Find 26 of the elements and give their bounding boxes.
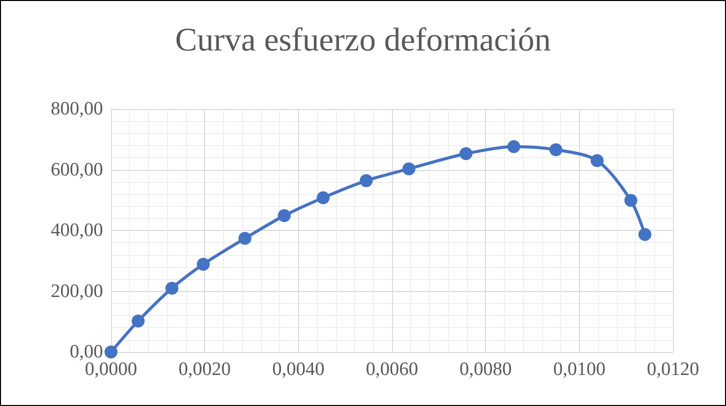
- point: [638, 228, 652, 241]
- point: [104, 346, 118, 358]
- point: [316, 191, 330, 204]
- y-tick-label: 200,00: [50, 280, 103, 302]
- y-tick-label: 600,00: [50, 159, 103, 180]
- x-tick-label: 0,0100: [553, 359, 606, 380]
- chart-title: Curva esfuerzo deformación: [175, 22, 551, 58]
- x-tick-label: 0,0020: [178, 359, 231, 380]
- x-tick-label: 0,0060: [366, 359, 418, 380]
- point: [507, 140, 520, 154]
- point: [549, 143, 562, 156]
- point: [590, 154, 604, 168]
- point: [238, 232, 252, 245]
- point: [278, 209, 291, 222]
- x-tick-label: 0,0040: [272, 359, 324, 380]
- point: [460, 147, 472, 160]
- point: [360, 174, 373, 188]
- x-tick-label: 0,0080: [460, 359, 512, 380]
- point: [165, 282, 178, 295]
- x-tick-label: 0,0120: [646, 359, 700, 380]
- point: [624, 194, 638, 207]
- y-tick-label: 400,00: [50, 220, 103, 241]
- point: [196, 258, 210, 271]
- point: [132, 314, 145, 328]
- y-tick-label: 800,00: [50, 98, 103, 120]
- point: [402, 162, 416, 176]
